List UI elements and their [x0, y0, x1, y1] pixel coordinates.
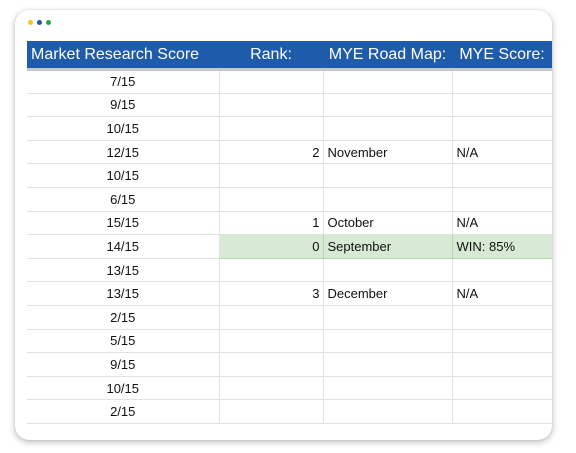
column-header-rank[interactable]: Rank: — [219, 41, 323, 71]
cell-mye[interactable] — [452, 187, 552, 212]
cell-roadmap[interactable] — [323, 258, 453, 283]
table-row: 6/15 — [27, 187, 552, 212]
cell-mye[interactable]: N/A — [452, 211, 552, 236]
cell-mye[interactable] — [452, 69, 552, 94]
cell-score[interactable]: 15/15 — [27, 211, 220, 236]
yellow-dot-icon[interactable] — [28, 20, 33, 25]
cell-rank[interactable] — [219, 352, 324, 377]
table-row: 12/15 2 November N/A — [27, 140, 552, 165]
table-row: 5/15 — [27, 329, 552, 354]
cell-rank[interactable] — [219, 116, 324, 141]
cell-rank[interactable]: 3 — [219, 281, 324, 306]
cell-roadmap[interactable] — [323, 187, 453, 212]
cell-roadmap[interactable] — [323, 352, 453, 377]
cell-mye[interactable] — [452, 163, 552, 188]
cell-mye[interactable]: N/A — [452, 281, 552, 306]
cell-rank[interactable] — [219, 187, 324, 212]
cell-score[interactable]: 12/15 — [27, 140, 220, 165]
cell-rank[interactable]: 2 — [219, 140, 324, 165]
column-header-market-research-score[interactable]: Market Research Score — [27, 41, 219, 71]
cell-roadmap[interactable]: December — [323, 281, 453, 306]
cell-roadmap[interactable] — [323, 399, 453, 424]
column-header-mye-road-map[interactable]: MYE Road Map: — [323, 41, 452, 71]
table-body: 7/15 9/15 10/15 12/15 2 November N/A 10/15 6/15 1… — [27, 69, 552, 424]
cell-roadmap[interactable]: September — [323, 234, 453, 259]
cell-roadmap[interactable]: October — [323, 211, 453, 236]
cell-roadmap[interactable] — [323, 329, 453, 354]
cell-score[interactable]: 10/15 — [27, 376, 220, 401]
cell-mye[interactable] — [452, 376, 552, 401]
cell-score[interactable]: 13/15 — [27, 281, 220, 306]
table-row: 9/15 — [27, 352, 552, 377]
table-row: 15/15 1 October N/A — [27, 211, 552, 236]
cell-rank[interactable] — [219, 329, 324, 354]
table-row: 10/15 — [27, 376, 552, 401]
cell-rank[interactable] — [219, 69, 324, 94]
cell-roadmap[interactable]: November — [323, 140, 453, 165]
cell-rank[interactable]: 1 — [219, 211, 324, 236]
cell-score[interactable]: 10/15 — [27, 163, 220, 188]
cell-mye[interactable]: WIN: 85% — [452, 234, 552, 259]
cell-mye[interactable] — [452, 93, 552, 118]
spreadsheet-table: Market Research Score Rank: MYE Road Map… — [27, 41, 552, 424]
cell-score[interactable]: 14/15 — [27, 234, 220, 259]
cell-roadmap[interactable] — [323, 305, 453, 330]
cell-rank[interactable]: 0 — [219, 234, 324, 259]
cell-rank[interactable] — [219, 163, 324, 188]
cell-score[interactable]: 5/15 — [27, 329, 220, 354]
cell-roadmap[interactable] — [323, 163, 453, 188]
cell-rank[interactable] — [219, 399, 324, 424]
green-dot-icon[interactable] — [46, 20, 51, 25]
cell-score[interactable]: 10/15 — [27, 116, 220, 141]
table-row: 13/15 — [27, 258, 552, 283]
cell-roadmap[interactable] — [323, 69, 453, 94]
cell-roadmap[interactable] — [323, 376, 453, 401]
table-row: 2/15 — [27, 305, 552, 330]
column-header-mye-score[interactable]: MYE Score: — [452, 41, 552, 71]
cell-score[interactable]: 13/15 — [27, 258, 220, 283]
table-row: 10/15 — [27, 116, 552, 141]
cell-mye[interactable]: N/A — [452, 140, 552, 165]
window-card: Market Research Score Rank: MYE Road Map… — [15, 10, 552, 440]
cell-mye[interactable] — [452, 399, 552, 424]
table-row: 9/15 — [27, 93, 552, 118]
table-row: 7/15 — [27, 69, 552, 94]
cell-rank[interactable] — [219, 376, 324, 401]
cell-roadmap[interactable] — [323, 93, 453, 118]
cell-mye[interactable] — [452, 329, 552, 354]
table-row: 14/15 0 September WIN: 85% — [27, 234, 552, 259]
cell-score[interactable]: 2/15 — [27, 399, 220, 424]
table-row: 2/15 — [27, 399, 552, 424]
cell-mye[interactable] — [452, 305, 552, 330]
blue-dot-icon[interactable] — [37, 20, 42, 25]
cell-rank[interactable] — [219, 258, 324, 283]
cell-score[interactable]: 7/15 — [27, 69, 220, 94]
cell-rank[interactable] — [219, 93, 324, 118]
cell-score[interactable]: 2/15 — [27, 305, 220, 330]
title-bar — [15, 10, 552, 31]
table-row: 13/15 3 December N/A — [27, 281, 552, 306]
cell-mye[interactable] — [452, 258, 552, 283]
cell-mye[interactable] — [452, 116, 552, 141]
cell-roadmap[interactable] — [323, 116, 453, 141]
cell-score[interactable]: 6/15 — [27, 187, 220, 212]
cell-rank[interactable] — [219, 305, 324, 330]
cell-score[interactable]: 9/15 — [27, 352, 220, 377]
header-row: Market Research Score Rank: MYE Road Map… — [27, 41, 552, 71]
cell-mye[interactable] — [452, 352, 552, 377]
cell-score[interactable]: 9/15 — [27, 93, 220, 118]
table-row: 10/15 — [27, 163, 552, 188]
